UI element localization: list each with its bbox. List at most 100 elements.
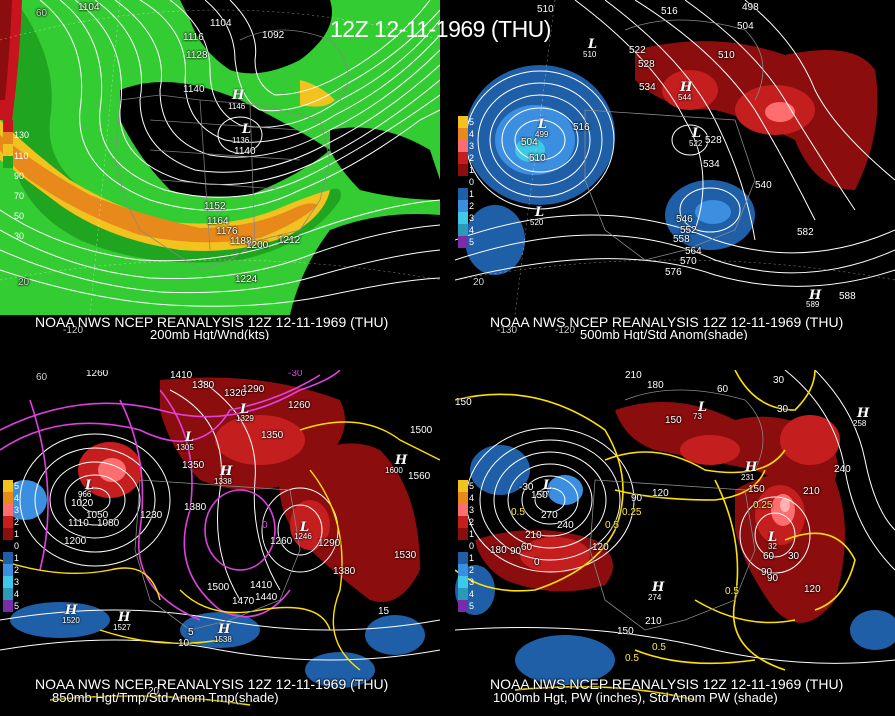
low-center-marker: L <box>535 205 545 220</box>
temperature-label: -30 <box>288 370 303 379</box>
pw-label: 0.25 <box>622 507 642 518</box>
height-label: 120 <box>652 488 669 499</box>
legend-label: 5 <box>469 601 475 611</box>
pw-label: 0.5 <box>725 586 739 597</box>
height-label: 90 <box>761 567 773 578</box>
height-label: 534 <box>639 82 656 93</box>
legend-label: 3 <box>469 141 475 151</box>
height-label: 1350 <box>261 430 284 441</box>
height-label: 90 <box>510 546 522 557</box>
legend-label: 5 <box>14 601 20 611</box>
legend-label: 2 <box>14 517 20 527</box>
legend-label: 3 <box>469 213 475 223</box>
temperature-label: 10 <box>178 638 190 649</box>
height-label: 1260 <box>288 400 311 411</box>
height-label: -30 <box>519 482 534 493</box>
height-label: 1188 <box>230 236 252 247</box>
temperature-label: 5 <box>188 627 194 638</box>
low-center-value: 1136 <box>232 136 250 145</box>
height-label: 1230 <box>140 510 163 521</box>
legend-label: 2 <box>14 565 20 575</box>
high-center-value: 231 <box>741 473 755 482</box>
height-label: 1080 <box>97 518 120 529</box>
height-label: 510 <box>718 50 735 61</box>
low-center-marker: L <box>300 520 310 535</box>
low-center-value: 499 <box>535 130 549 139</box>
legend-label: 70 <box>14 191 25 201</box>
high-center-marker: H <box>857 406 870 421</box>
height-label: 504 <box>737 21 754 32</box>
legend-label: 2 <box>469 153 475 163</box>
height-label: 1260 <box>86 370 109 379</box>
height-label: 546 <box>676 214 693 225</box>
page-title: 12Z 12-11-1969 (THU) <box>330 16 551 42</box>
height-label: 270 <box>541 510 558 521</box>
panel-subtitle: 200mb Hgt/Wnd(kts) <box>150 327 270 340</box>
panel-caption: NOAA NWS NCEP REANALYSIS 12Z 12-11-1969 … <box>490 676 844 692</box>
low-center-value: 510 <box>583 50 597 59</box>
legend-label: 5 <box>469 117 475 127</box>
color-legend <box>3 480 13 612</box>
latitude-label: 60 <box>36 372 48 383</box>
low-center-marker: L <box>240 402 250 417</box>
height-label: 150 <box>455 397 472 408</box>
temperature-label: 15 <box>378 606 390 617</box>
low-center-value: 1246 <box>294 532 312 541</box>
legend-label: 1 <box>469 529 475 539</box>
height-label: 1350 <box>182 460 205 471</box>
low-center-value: 520 <box>530 218 544 227</box>
height-label: 210 <box>525 530 542 541</box>
legend-label: 90 <box>14 171 25 181</box>
height-label: 1560 <box>408 471 431 482</box>
high-center-marker: H <box>220 464 233 479</box>
height-label: 150 <box>665 415 682 426</box>
legend-label: 4 <box>469 493 475 503</box>
height-label: 1128 <box>186 50 208 61</box>
height-label: 528 <box>705 135 722 146</box>
temperature-label: 0 <box>262 520 268 531</box>
color-legend <box>3 120 13 192</box>
legend-label: 30 <box>14 231 25 241</box>
longitude-label: -130 <box>497 325 518 336</box>
high-center-marker: H <box>218 622 231 637</box>
height-label: 1164 <box>207 216 229 227</box>
height-label: 1200 <box>64 536 87 547</box>
panel-850mb-map <box>0 370 440 706</box>
panel-200mb: H 1146 L 1136 1104 1104 1092 1116 1128 1… <box>0 0 440 340</box>
low-center-value: 1305 <box>176 443 194 452</box>
height-label: 1104 <box>78 2 100 13</box>
low-center-marker: L <box>698 400 708 415</box>
panel-subtitle: 850mb Hgt/Tmp/Std Anom Tmp(shade) <box>52 690 279 705</box>
low-center-value: 522 <box>689 139 703 148</box>
legend-label: 1 <box>469 189 475 199</box>
high-center-marker: H <box>232 88 245 103</box>
height-label: 552 <box>680 225 697 236</box>
high-center-marker: H <box>680 80 693 95</box>
panel-1000mb: L -37 H 258 H 231 L 32 H 274 L 73 210 18… <box>455 370 895 716</box>
height-label: 1140 <box>183 84 205 95</box>
height-label: 1320 <box>224 388 247 399</box>
legend-label: 50 <box>14 211 25 221</box>
pw-label: 0.5 <box>652 642 666 653</box>
high-center-value: 1520 <box>62 616 80 625</box>
height-label: 1530 <box>394 550 417 561</box>
low-center-marker: L <box>185 430 195 445</box>
height-label: 1380 <box>333 566 356 577</box>
low-center-marker: L <box>538 117 548 132</box>
height-label: 150 <box>748 484 765 495</box>
height-label: 1050 <box>86 510 109 521</box>
panel-caption: NOAA NWS NCEP REANALYSIS 12Z 12-11-1969 … <box>35 676 389 692</box>
height-label: 588 <box>839 291 856 302</box>
legend-label: 1 <box>14 553 20 563</box>
high-center-marker: H <box>809 288 822 303</box>
height-label: 180 <box>647 380 664 391</box>
height-label: 1500 <box>207 582 230 593</box>
high-center-value: 1338 <box>214 477 232 486</box>
height-label: 1092 <box>262 30 285 41</box>
height-label: 1380 <box>184 502 207 513</box>
high-center-value: 589 <box>806 300 820 309</box>
high-center-value: 258 <box>853 419 867 428</box>
height-label: 540 <box>755 180 772 191</box>
high-center-value: 1146 <box>228 102 246 111</box>
height-label: 1104 <box>210 18 232 29</box>
